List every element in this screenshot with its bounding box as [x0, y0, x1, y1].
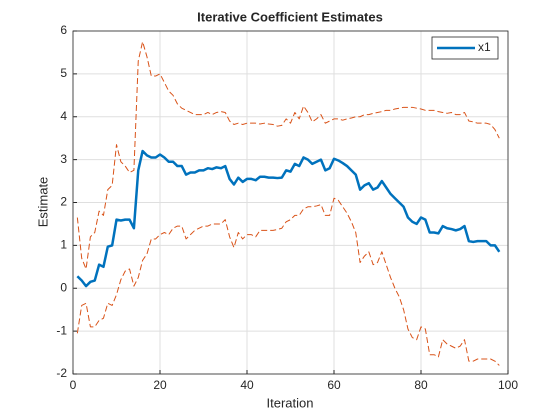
x-tick-label: 0 — [70, 378, 77, 392]
y-tick-label: 2 — [60, 195, 67, 209]
chart-title: Iterative Coefficient Estimates — [197, 9, 383, 24]
x-tick-label: 40 — [240, 378, 254, 392]
y-tick-label: 1 — [60, 238, 67, 252]
estimate-line — [76, 149, 501, 288]
axes-box — [72, 30, 509, 375]
y-tick-label: 3 — [60, 152, 67, 166]
y-tick-label: 6 — [60, 23, 67, 37]
y-axis-label: Estimate — [35, 177, 50, 228]
legend-label: x1 — [478, 40, 491, 54]
x-tick-label: 100 — [498, 378, 518, 392]
y-tick-label: 4 — [60, 109, 67, 123]
y-tick-label: -1 — [56, 323, 67, 337]
x-tick-label: 60 — [327, 378, 341, 392]
y-tick-label: 5 — [60, 66, 67, 80]
bound-line — [76, 197, 500, 366]
x-tick-label: 20 — [153, 378, 167, 392]
y-tick-label: 0 — [60, 280, 67, 294]
x-axis-label: Iteration — [267, 395, 314, 410]
bound-line — [76, 41, 500, 270]
y-tick-label: -2 — [56, 366, 67, 380]
x-tick-label: 80 — [414, 378, 428, 392]
